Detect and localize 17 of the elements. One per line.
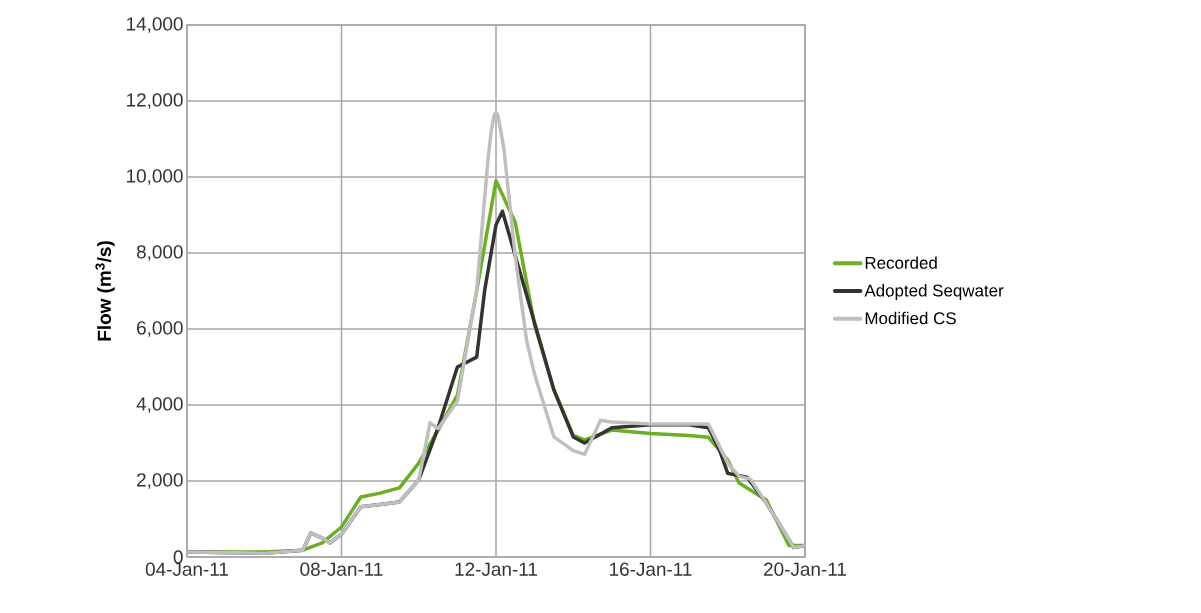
y-axis-title: Flow (m$^{3}$/s) xyxy=(95,241,115,341)
x-tick-label: 16-Jan-11 xyxy=(610,562,692,576)
y-tick-label: 8,000 xyxy=(136,245,183,261)
legend-label: Recorded xyxy=(865,256,937,269)
y-tick-label: 10,000 xyxy=(127,169,183,185)
y-tick-label: 12,000 xyxy=(127,93,183,109)
x-tick-label: 08-Jan-11 xyxy=(300,562,383,576)
x-tick-label: 12-Jan-11 xyxy=(455,562,537,576)
x-tick-label: 04-Jan-11 xyxy=(145,562,228,576)
legend-label: Adopted Seqwater xyxy=(864,284,1004,300)
y-tick-label: 14,000 xyxy=(127,17,183,33)
y-tick-label: 2,000 xyxy=(137,473,183,489)
y-tick-label: 0 xyxy=(173,550,183,564)
y-tick-label: 4,000 xyxy=(136,397,183,413)
x-tick-label: 20-Jan-11 xyxy=(764,562,846,576)
legend-label: Modified CS xyxy=(865,311,956,325)
y-tick-label: 6,000 xyxy=(137,321,183,337)
